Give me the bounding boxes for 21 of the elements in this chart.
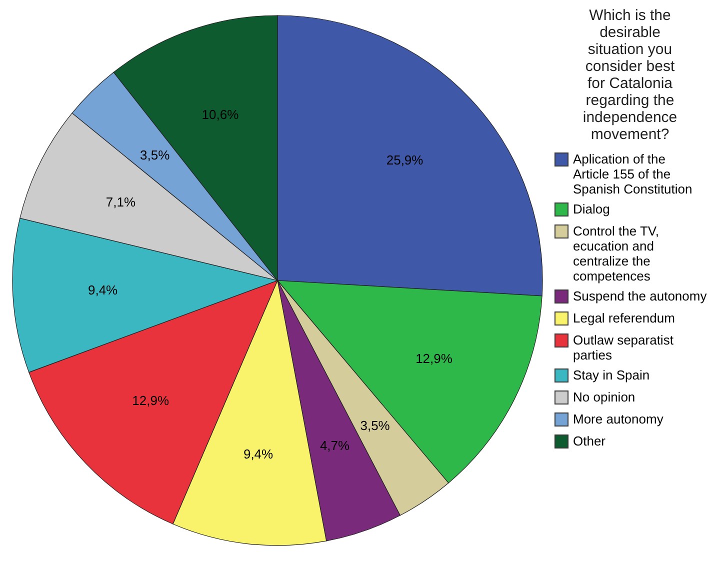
data-label: 12,9% <box>416 350 453 366</box>
data-label: 10,6% <box>202 107 240 122</box>
legend-label: Other <box>573 434 606 448</box>
data-label: 7,1% <box>106 194 136 210</box>
data-label: 25,9% <box>386 152 424 168</box>
data-label: 3,5% <box>360 418 390 433</box>
data-label: 9,4% <box>88 282 118 298</box>
legend-label: Control the TV, ecucation and centralize the competences <box>573 224 659 284</box>
legend-label: Aplication of the Article 155 of the Spanish Constitution <box>573 152 692 196</box>
legend-title: Which is the desirable situation you consider best for Catalonia regarding the independence movement? <box>582 7 678 143</box>
data-label: 4,7% <box>320 438 350 453</box>
legend-label: Outlaw separatist parties <box>573 332 674 362</box>
legend-label: Stay in Spain <box>573 368 650 382</box>
data-label: 12,9% <box>132 392 170 408</box>
data-label: 9,4% <box>243 446 274 462</box>
legend-label: Dialog <box>573 202 610 216</box>
data-label: 3,5% <box>140 148 170 163</box>
legend-label: Legal referendum <box>573 310 675 326</box>
legend-label: No opinion <box>573 390 636 404</box>
legend-label: More autonomy <box>573 412 664 426</box>
legend-label: Suspend the autonomy <box>573 288 708 304</box>
